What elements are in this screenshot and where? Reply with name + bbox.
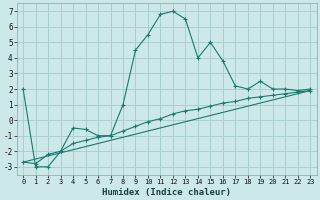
X-axis label: Humidex (Indice chaleur): Humidex (Indice chaleur) [102,188,231,197]
